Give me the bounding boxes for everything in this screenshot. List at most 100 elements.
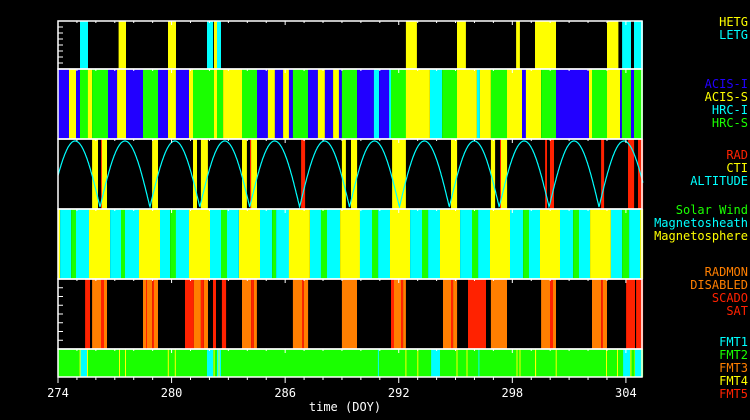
segment-magnetosphere xyxy=(189,209,210,279)
segment-magnetosphere xyxy=(58,209,61,279)
segment-disabled xyxy=(242,279,252,349)
segment-magnetosheath xyxy=(410,209,422,279)
legend-label: Solar Wind xyxy=(676,203,748,217)
x-axis-label: time (DOY) xyxy=(309,400,381,414)
segment-fmt4 xyxy=(630,349,632,377)
segment-magnetosphere xyxy=(239,209,260,279)
segment-acis-i xyxy=(108,69,118,139)
segment-acis-i xyxy=(158,69,168,139)
segment-cti xyxy=(200,139,208,209)
legend-label: Magnetosphere xyxy=(654,229,748,243)
segment-fmt1 xyxy=(377,349,379,377)
segment-solar-wind xyxy=(372,209,379,279)
segment-fmt1 xyxy=(635,349,642,377)
segment-scado xyxy=(101,279,104,349)
segment-hetg xyxy=(457,21,466,69)
segment-magnetosphere xyxy=(590,209,611,279)
x-axis: 274 280 286 292 298 304 xyxy=(47,377,637,400)
segment-magnetosheath xyxy=(76,209,90,279)
panels xyxy=(57,21,644,377)
segment-hrc-i xyxy=(373,69,379,139)
segment-cti xyxy=(92,139,98,209)
segment-acis-s xyxy=(607,69,621,139)
panel-instrument xyxy=(58,69,643,139)
x-tick-label: 292 xyxy=(388,386,410,400)
segment-magnetosheath xyxy=(359,209,372,279)
segment-magnetosphere xyxy=(390,209,411,279)
segment-disabled xyxy=(490,279,507,349)
segment-hrc-s xyxy=(391,69,406,139)
segment-magnetosheath xyxy=(428,209,440,279)
segment-fmt4 xyxy=(417,349,419,377)
segment-rad xyxy=(101,139,102,209)
segment-disabled xyxy=(92,279,101,349)
segment-acis-i xyxy=(76,69,80,139)
legend-label: SCADO xyxy=(712,291,748,305)
segment-fmt4 xyxy=(519,349,521,377)
segment-rad xyxy=(500,139,501,209)
segment-acis-s xyxy=(589,69,592,139)
segment-hrc-s xyxy=(92,69,108,139)
segment-scado xyxy=(401,279,404,349)
legend-label: HRC-I xyxy=(712,103,748,117)
segment-magnetosheath xyxy=(260,209,273,279)
segment-scado xyxy=(200,279,204,349)
segment-letg xyxy=(207,21,214,69)
segment-hrc-s xyxy=(490,69,507,139)
segment-scado xyxy=(146,279,147,349)
segment-acis-s xyxy=(457,69,477,139)
segment-hetg xyxy=(405,21,417,69)
segment-cti xyxy=(341,139,346,209)
segment-letg xyxy=(217,21,221,69)
segment-letg xyxy=(80,21,88,69)
segment-disabled xyxy=(341,279,357,349)
segment-fmt4 xyxy=(405,349,407,377)
segment-acis-i xyxy=(274,69,283,139)
segment-hrc-s xyxy=(592,69,607,139)
segment-disabled xyxy=(592,279,602,349)
legend-label: HRC-S xyxy=(712,116,748,130)
segment-fmt4 xyxy=(218,349,220,377)
segment-fmt4 xyxy=(456,349,458,377)
segment-acis-s xyxy=(223,69,242,139)
segment-solar-wind xyxy=(170,209,176,279)
segment-hrc-s xyxy=(242,69,257,139)
segment-fmt4 xyxy=(174,349,176,377)
segment-magnetosheath xyxy=(110,209,122,279)
segment-magnetosheath xyxy=(160,209,170,279)
segment-hrc-s xyxy=(143,69,158,139)
segment-solar-wind xyxy=(622,209,630,279)
segment-fmt1 xyxy=(478,349,480,377)
segment-hetg xyxy=(118,21,126,69)
segment-rad xyxy=(601,139,605,209)
segment-hetg xyxy=(516,21,520,69)
segment-magnetosheath xyxy=(227,209,239,279)
x-tick-label: 286 xyxy=(274,386,296,400)
segment-magnetosheath xyxy=(378,209,390,279)
segment-hrc-s xyxy=(80,69,88,139)
legend-label: FMT2 xyxy=(719,348,748,362)
segment-hrc-i xyxy=(389,69,391,139)
panel-format xyxy=(58,349,644,377)
segment-hrc-s xyxy=(217,69,224,139)
segment-disabled xyxy=(204,279,208,349)
segment-solar-wind xyxy=(523,209,529,279)
segment-hrc-s xyxy=(621,69,631,139)
segment-hetg xyxy=(607,21,619,69)
segment-acis-i xyxy=(522,69,526,139)
legend-label: FMT1 xyxy=(719,335,748,349)
segment-scado xyxy=(626,279,635,349)
segment-fmt1 xyxy=(623,349,631,377)
altitude-curve xyxy=(57,140,644,209)
segment-letg xyxy=(634,21,643,69)
segment-cti xyxy=(490,139,496,209)
segment-hrc-i xyxy=(430,69,443,139)
segment-hrc-i xyxy=(476,69,480,139)
segment-acis-s xyxy=(168,69,176,139)
segment-disabled xyxy=(553,279,556,349)
segment-solar-wind xyxy=(472,209,479,279)
segment-acis-s xyxy=(317,69,325,139)
segment-scado xyxy=(550,279,553,349)
